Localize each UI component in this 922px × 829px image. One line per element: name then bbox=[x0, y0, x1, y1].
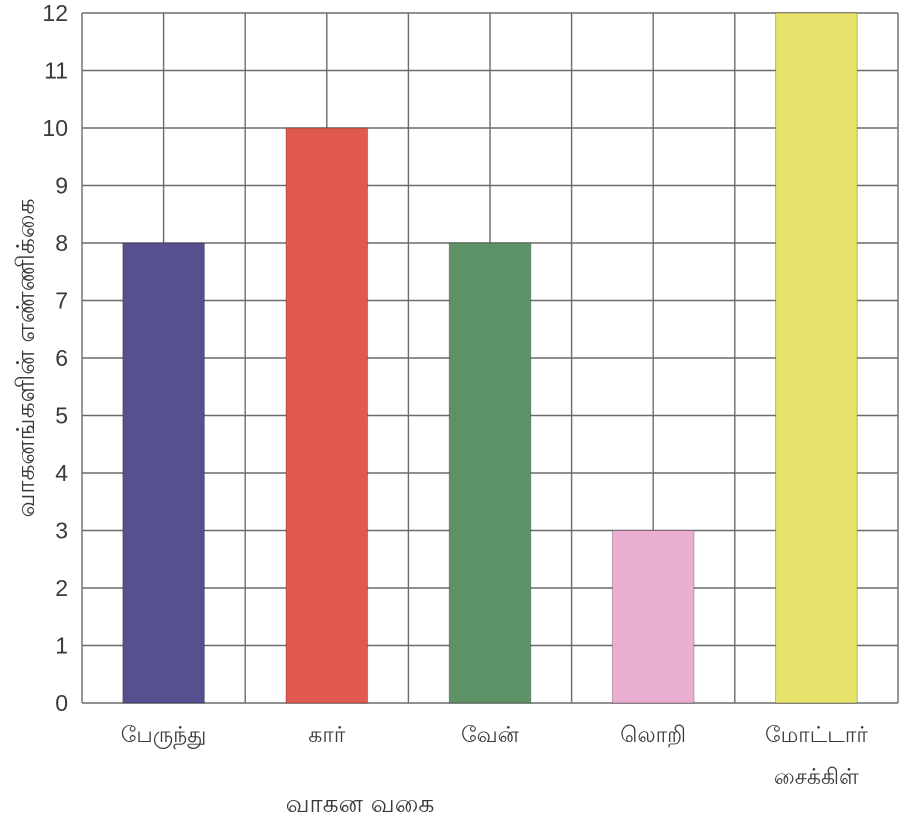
y-tick-label: 3 bbox=[55, 518, 68, 544]
y-tick-label: 2 bbox=[55, 575, 68, 601]
y-tick-label: 8 bbox=[55, 230, 68, 256]
x-category-label: மோட்டார் bbox=[765, 723, 868, 748]
x-axis-title: வாகன வகை bbox=[286, 789, 435, 818]
y-tick-label: 5 bbox=[55, 403, 68, 429]
x-category-label: கார் bbox=[308, 723, 346, 748]
x-category-label: வேன் bbox=[461, 723, 520, 748]
bar bbox=[122, 242, 205, 704]
bar bbox=[448, 242, 532, 704]
y-tick-label: 11 bbox=[44, 58, 68, 84]
bar bbox=[285, 127, 369, 704]
x-category-label: லொறி bbox=[620, 723, 686, 748]
y-tick-label: 0 bbox=[55, 690, 68, 716]
y-tick-label: 10 bbox=[42, 115, 68, 141]
bars bbox=[122, 12, 858, 704]
y-tick-label: 1 bbox=[55, 633, 68, 659]
y-tick-label: 4 bbox=[55, 460, 68, 486]
bar bbox=[775, 12, 858, 704]
y-tick-label: 6 bbox=[55, 345, 68, 371]
y-axis-title: வாகனங்களின் எண்ணிக்கை bbox=[11, 198, 40, 517]
bar bbox=[611, 530, 695, 704]
x-category-label: பேருந்து bbox=[121, 723, 207, 749]
y-tick-label: 12 bbox=[42, 0, 68, 26]
y-tick-label: 7 bbox=[55, 288, 68, 314]
x-category-label: சைக்கிள் bbox=[774, 765, 859, 790]
x-axis-categories: பேருந்து கார் வேன் லொறி மோட்டார் சைக்கிள் bbox=[121, 723, 869, 790]
y-tick-label: 9 bbox=[55, 173, 68, 199]
